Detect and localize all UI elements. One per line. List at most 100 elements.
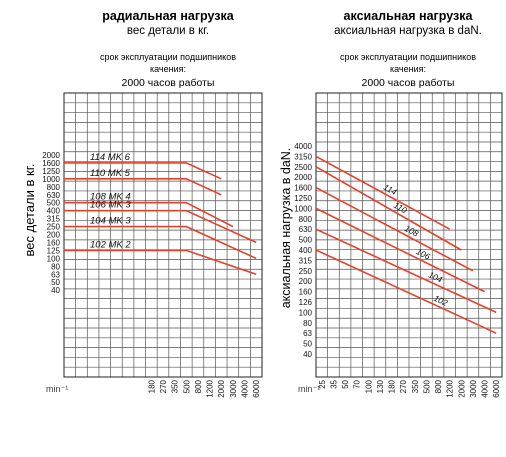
chart2-x-tick-label: 70 xyxy=(353,379,362,388)
chart1-y-tick-label: 250 xyxy=(47,223,61,232)
chart2-y-tick-label: 250 xyxy=(299,267,313,276)
chart1-series-label: 114 MK 6 xyxy=(90,152,131,163)
chart2-y-tick-label: 2000 xyxy=(294,173,312,182)
chart2-x-tick-label: 800 xyxy=(434,379,443,393)
chart2-x-tick-label: 4000 xyxy=(481,379,490,397)
chart1-series-line xyxy=(64,162,222,180)
chart2-plot: 4050638010012616020025031540050063080010… xyxy=(294,92,503,398)
chart2-series-label: 114 xyxy=(382,182,399,197)
chart2-y-tick-label: 315 xyxy=(299,256,313,265)
chart1-x-tick-label: 6000 xyxy=(252,379,261,397)
chart2-y-tick-label: 500 xyxy=(299,236,313,245)
chart1-subtitle: вес детали в кг. xyxy=(127,25,209,37)
chart1-series-line xyxy=(64,209,257,244)
chart1-series-label: 106 MK 3 xyxy=(90,200,131,211)
chart1-note-line: срок эксплуатации подшипников xyxy=(100,52,236,62)
chart1-series-line xyxy=(64,225,257,260)
chart1-x-tick-label: 350 xyxy=(171,379,180,393)
chart2-y-tick-label: 100 xyxy=(299,308,313,317)
chart2-x-tick-label: 350 xyxy=(411,379,420,393)
chart1-y-tick-label: 80 xyxy=(51,262,60,271)
chart1-frame xyxy=(63,92,263,378)
chart2-y-tick-label: 50 xyxy=(303,340,312,349)
chart1-note-line: 2000 часов работы xyxy=(122,77,215,89)
chart2-ylabel: аксиальная нагрузка в daN. xyxy=(279,148,293,309)
chart2-y-tick-label: 3150 xyxy=(294,152,312,161)
chart2-title: аксиальная нагрузка xyxy=(344,9,474,23)
chart2-x-tick-label: 50 xyxy=(341,379,350,388)
chart1-note-line: качения: xyxy=(150,64,186,74)
chart2-series-line xyxy=(315,207,485,293)
chart2-x-tick-label: 25 xyxy=(318,379,327,388)
chart1-y-tick-label: 125 xyxy=(47,246,61,255)
chart1-y-tick-label: 50 xyxy=(51,278,60,287)
chart2-x-tick-label: 100 xyxy=(364,379,373,393)
chart2-y-tick-label: 63 xyxy=(303,329,312,338)
chart1-y-tick-label: 63 xyxy=(51,270,60,279)
chart1-series-label: 108 MK 4 xyxy=(90,192,131,203)
chart2-y-tick-label: 1600 xyxy=(294,184,312,193)
chart1-series-line xyxy=(64,249,257,276)
chart1-y-tick-label: 400 xyxy=(47,207,61,216)
chart1-series-line xyxy=(64,201,234,228)
chart2-y-tick-label: 2500 xyxy=(294,163,312,172)
chart1-y-tick-label: 315 xyxy=(47,215,61,224)
chart2-x-tick-label: 500 xyxy=(422,379,431,393)
chart1-series-label: 102 MK 2 xyxy=(90,239,131,250)
chart2-y-tick-label: 40 xyxy=(303,350,312,359)
chart1-y-tick-label: 630 xyxy=(47,191,61,200)
chart2-series-line xyxy=(315,249,497,334)
chart2-series-line xyxy=(315,186,474,272)
chart2-y-tick-label: 800 xyxy=(299,215,313,224)
chart1-x-tick-label: 2000 xyxy=(217,379,226,397)
chart2-y-tick-label: 4000 xyxy=(294,142,312,151)
chart2-note-line: 2000 часов работы xyxy=(362,77,455,89)
chart1-y-tick-label: 40 xyxy=(51,286,60,295)
chart2-y-tick-label: 630 xyxy=(299,225,313,234)
chart2-note-line: качения: xyxy=(390,64,426,74)
chart1-ylabel: вес детали в кг. xyxy=(22,164,37,257)
chart2-series-label: 110 xyxy=(392,200,409,216)
chart1-y-tick-label: 100 xyxy=(47,254,61,263)
chart1-x-tick-label: 4000 xyxy=(241,379,250,397)
chart2-y-tick-label: 200 xyxy=(299,277,313,286)
chart1-y-tick-label: 800 xyxy=(47,183,61,192)
chart2-y-tick-label: 126 xyxy=(299,298,313,307)
chart1-title: радиальная нагрузка xyxy=(102,9,234,23)
chart2-x-tick-label: 6000 xyxy=(492,379,501,397)
chart1-x-tick-label: 270 xyxy=(159,379,168,393)
chart2-y-tick-label: 1000 xyxy=(294,204,312,213)
chart1-x-tick-label: 800 xyxy=(194,379,203,393)
chart2-y-tick-label: 160 xyxy=(299,288,313,297)
chart2-y-tick-label: 400 xyxy=(299,246,313,255)
chart2-series-line xyxy=(315,166,462,251)
chart1-y-tick-label: 200 xyxy=(47,231,61,240)
chart2-x-tick-label: 1200 xyxy=(446,379,455,397)
chart2-note-line: срок эксплуатации подшипников xyxy=(340,52,476,62)
chart1-x-tick-label: 3000 xyxy=(229,379,238,397)
chart2-frame xyxy=(315,92,503,378)
chart2-x-tick-label: 2000 xyxy=(457,379,466,397)
chart2-x-tick-label: 35 xyxy=(329,379,338,388)
chart2-series-line xyxy=(315,228,497,314)
chart2-xlabel: min⁻¹ xyxy=(298,384,320,394)
chart1-y-tick-label: 1250 xyxy=(42,167,60,176)
chart1-xlabel: min⁻¹ xyxy=(46,384,68,394)
chart2-series-line xyxy=(315,155,451,230)
chart2-x-tick-label: 3000 xyxy=(469,379,478,397)
chart1-y-tick-label: 500 xyxy=(47,199,61,208)
chart1-x-tick-label: 500 xyxy=(182,379,191,393)
chart1-plot: 4050638010012516020025031540050063080010… xyxy=(42,92,263,398)
chart2-subtitle: аксиальная нагрузка в daN. xyxy=(334,25,482,37)
chart1-series-label: 104 MK 3 xyxy=(90,216,131,227)
chart2-x-tick-label: 270 xyxy=(399,379,408,393)
chart1-y-tick-label: 2000 xyxy=(42,151,60,160)
chart1-x-tick-label: 180 xyxy=(147,379,156,393)
chart2-x-tick-label: 180 xyxy=(388,379,397,393)
chart1-y-tick-label: 1600 xyxy=(42,159,60,168)
chart1-y-tick-label: 1000 xyxy=(42,175,60,184)
chart1-series-label: 110 MK 5 xyxy=(90,168,131,179)
chart1-x-tick-label: 1200 xyxy=(206,379,215,397)
chart2-x-tick-label: 130 xyxy=(376,379,385,393)
